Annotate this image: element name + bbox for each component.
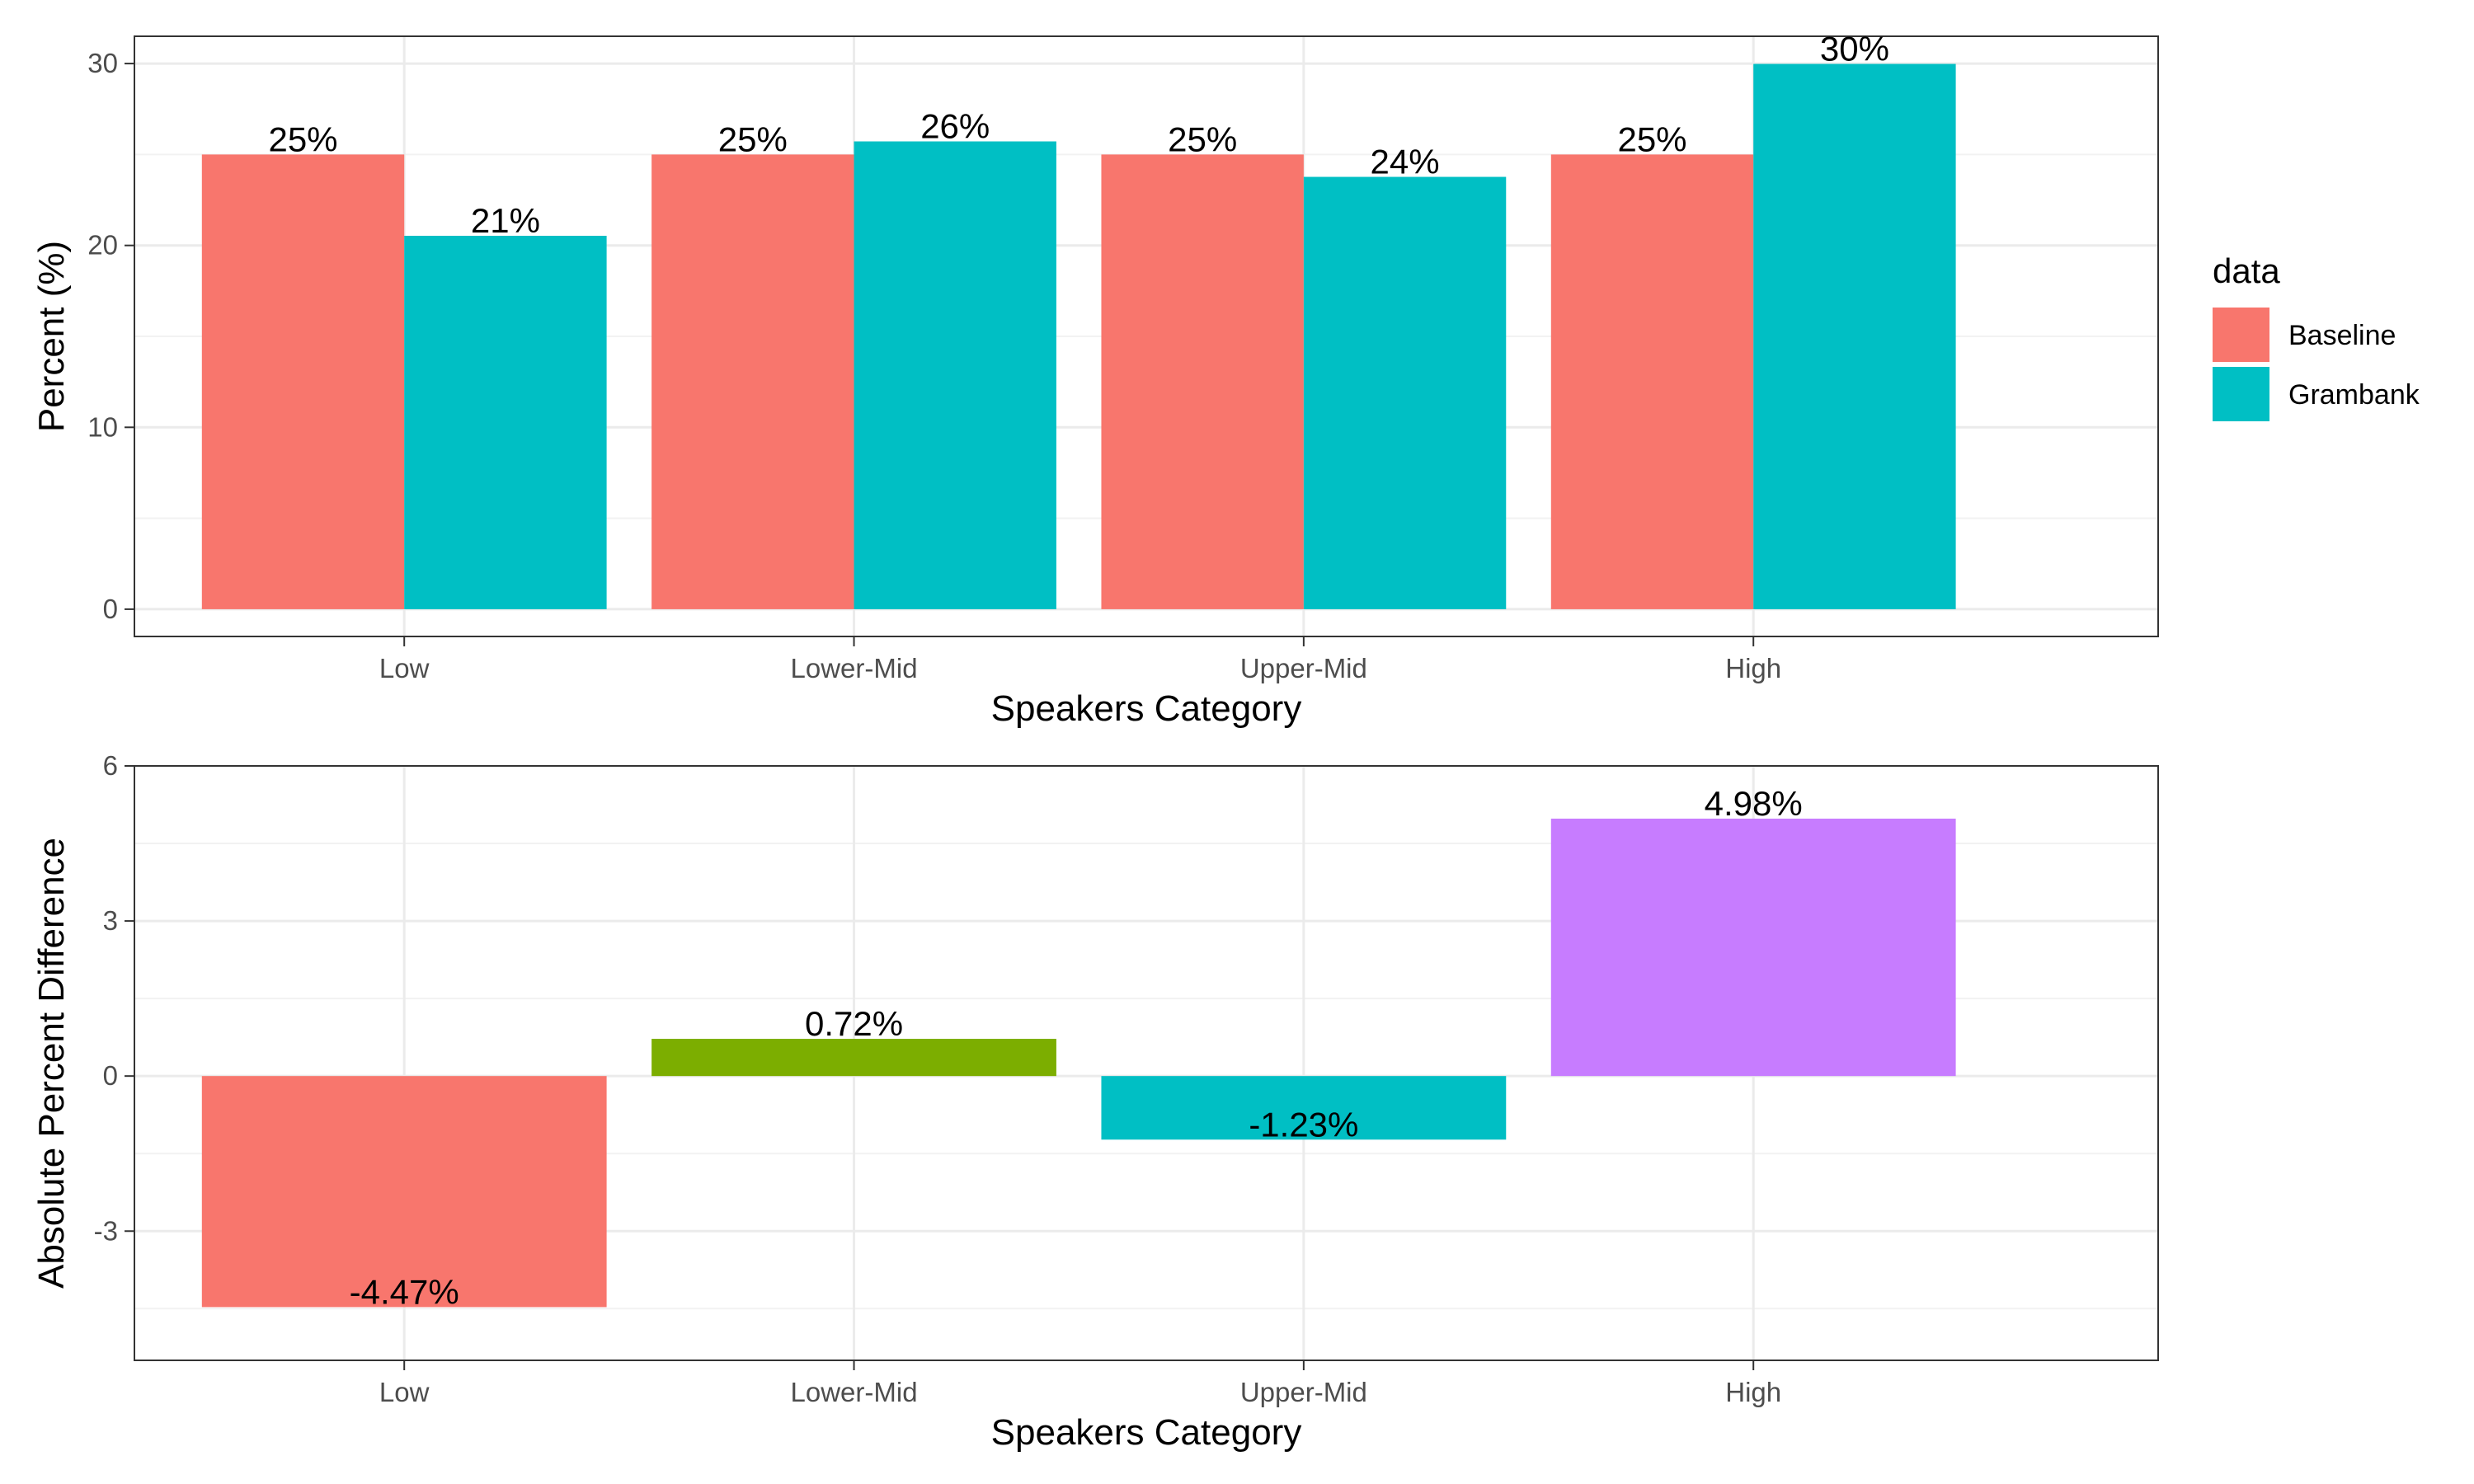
bar-grambank-lower-mid <box>854 141 1056 609</box>
bar-grambank-upper-mid <box>1303 176 1507 609</box>
legend-key-grambank <box>2213 367 2269 421</box>
legend-key-baseline <box>2213 308 2269 362</box>
top-chart-y-ticks: 0 10 20 30 <box>87 48 134 624</box>
bottom-chart-y-ticks: -3 0 3 6 <box>94 750 134 1246</box>
y-tick-label: 20 <box>87 230 118 261</box>
data-label-baseline-low: 25% <box>268 120 337 158</box>
bottom-chart-y-axis-title: Absolute Percent Difference <box>31 838 72 1289</box>
bar-grambank-low <box>404 236 607 609</box>
bottom-chart-x-ticks: Low Lower-Mid Upper-Mid High <box>379 1360 1781 1407</box>
data-label-lower-mid: 0.72% <box>805 1004 903 1043</box>
bottom-chart-panel: -3 0 3 6 Low Lower-Mid Upper-Mid High -4.47% 0.… <box>31 750 2159 1453</box>
bar-high <box>1550 818 1956 1077</box>
bar-low <box>201 1076 607 1308</box>
data-label-grambank-lower-mid: 26% <box>920 107 990 146</box>
legend-label-grambank: Grambank <box>2288 379 2420 411</box>
bar-baseline-low <box>201 154 405 609</box>
x-tick-label-high: High <box>1725 1377 1781 1407</box>
x-tick-label-high: High <box>1725 653 1781 683</box>
bar-baseline-high <box>1550 154 1754 609</box>
x-tick-label-low: Low <box>379 1377 430 1407</box>
data-label-upper-mid: -1.23% <box>1249 1105 1358 1144</box>
bottom-chart-border <box>134 765 2159 1361</box>
data-label-grambank-low: 21% <box>471 201 540 240</box>
legend-label-baseline: Baseline <box>2288 320 2396 351</box>
legend-title: data <box>2213 251 2280 290</box>
data-label-grambank-high: 30% <box>1820 30 1889 68</box>
x-tick-label-lower-mid: Lower-Mid <box>791 1377 918 1407</box>
bottom-chart-bars <box>201 818 1956 1308</box>
y-tick-label: 10 <box>87 411 118 442</box>
bar-baseline-lower-mid <box>651 154 854 609</box>
data-label-baseline-lower-mid: 25% <box>718 120 788 158</box>
y-tick-label: 6 <box>103 750 118 781</box>
x-tick-label-low: Low <box>379 653 430 683</box>
x-tick-label-lower-mid: Lower-Mid <box>791 653 918 683</box>
data-label-high: 4.98% <box>1705 784 1803 823</box>
y-tick-label: 3 <box>103 905 118 936</box>
y-tick-label: -3 <box>94 1215 118 1246</box>
top-chart-x-axis-title: Speakers Category <box>991 688 1302 729</box>
data-label-baseline-high: 25% <box>1617 120 1686 158</box>
bar-upper-mid <box>1101 1076 1507 1140</box>
top-chart-data-labels: 25% 25% 25% 25% 21% 26% 24% 30% <box>268 30 1888 240</box>
x-tick-label-upper-mid: Upper-Mid <box>1240 653 1367 683</box>
top-chart-y-axis-title: Percent (%) <box>31 241 72 432</box>
data-label-grambank-upper-mid: 24% <box>1371 143 1440 181</box>
y-tick-label: 30 <box>87 48 118 78</box>
top-chart-bars <box>201 63 1956 609</box>
y-tick-label: 0 <box>103 594 118 624</box>
bar-baseline-upper-mid <box>1101 154 1304 609</box>
bottom-chart-x-axis-title: Speakers Category <box>991 1412 1302 1453</box>
top-chart-x-ticks: Low Lower-Mid Upper-Mid High <box>379 636 1781 683</box>
data-label-low: -4.47% <box>350 1272 459 1311</box>
bar-lower-mid <box>651 1039 1056 1077</box>
bar-grambank-high <box>1753 63 1956 609</box>
legend: data Baseline Grambank <box>2213 251 2420 421</box>
data-label-baseline-upper-mid: 25% <box>1168 120 1237 158</box>
top-chart-border <box>134 35 2159 637</box>
x-tick-label-upper-mid: Upper-Mid <box>1240 1377 1367 1407</box>
bottom-chart-data-labels: -4.47% 0.72% -1.23% 4.98% <box>350 784 1803 1311</box>
y-tick-label: 0 <box>103 1060 118 1091</box>
